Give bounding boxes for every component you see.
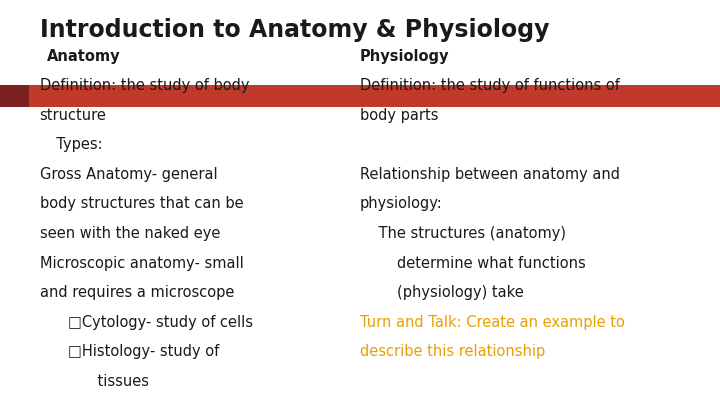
Text: Anatomy: Anatomy [47,49,120,64]
Text: The structures (anatomy): The structures (anatomy) [360,226,566,241]
Text: tissues: tissues [79,374,149,389]
Text: Microscopic anatomy- small: Microscopic anatomy- small [40,256,243,271]
Text: body parts: body parts [360,108,438,123]
Text: □Histology- study of: □Histology- study of [68,344,220,359]
Text: describe this relationship: describe this relationship [360,344,545,359]
Bar [29,85,720,107]
Bar [0,85,29,107]
Text: Definition: the study of functions of: Definition: the study of functions of [360,78,620,93]
Text: Turn and Talk: Create an example to: Turn and Talk: Create an example to [360,315,625,330]
Text: □Cytology- study of cells: □Cytology- study of cells [68,315,253,330]
Text: determine what functions: determine what functions [360,256,586,271]
Text: Relationship between anatomy and: Relationship between anatomy and [360,167,620,182]
Text: (physiology) take: (physiology) take [360,285,523,300]
Text: body structures that can be: body structures that can be [40,196,243,211]
Text: Physiology: Physiology [360,49,449,64]
Text: Definition: the study of body: Definition: the study of body [40,78,249,93]
Text: Gross Anatomy- general: Gross Anatomy- general [40,167,217,182]
Text: Types:: Types: [47,137,102,152]
Text: Introduction to Anatomy & Physiology: Introduction to Anatomy & Physiology [40,18,549,42]
Text: and requires a microscope: and requires a microscope [40,285,234,300]
Text: physiology:: physiology: [360,196,443,211]
Text: seen with the naked eye: seen with the naked eye [40,226,220,241]
Text: structure: structure [40,108,107,123]
